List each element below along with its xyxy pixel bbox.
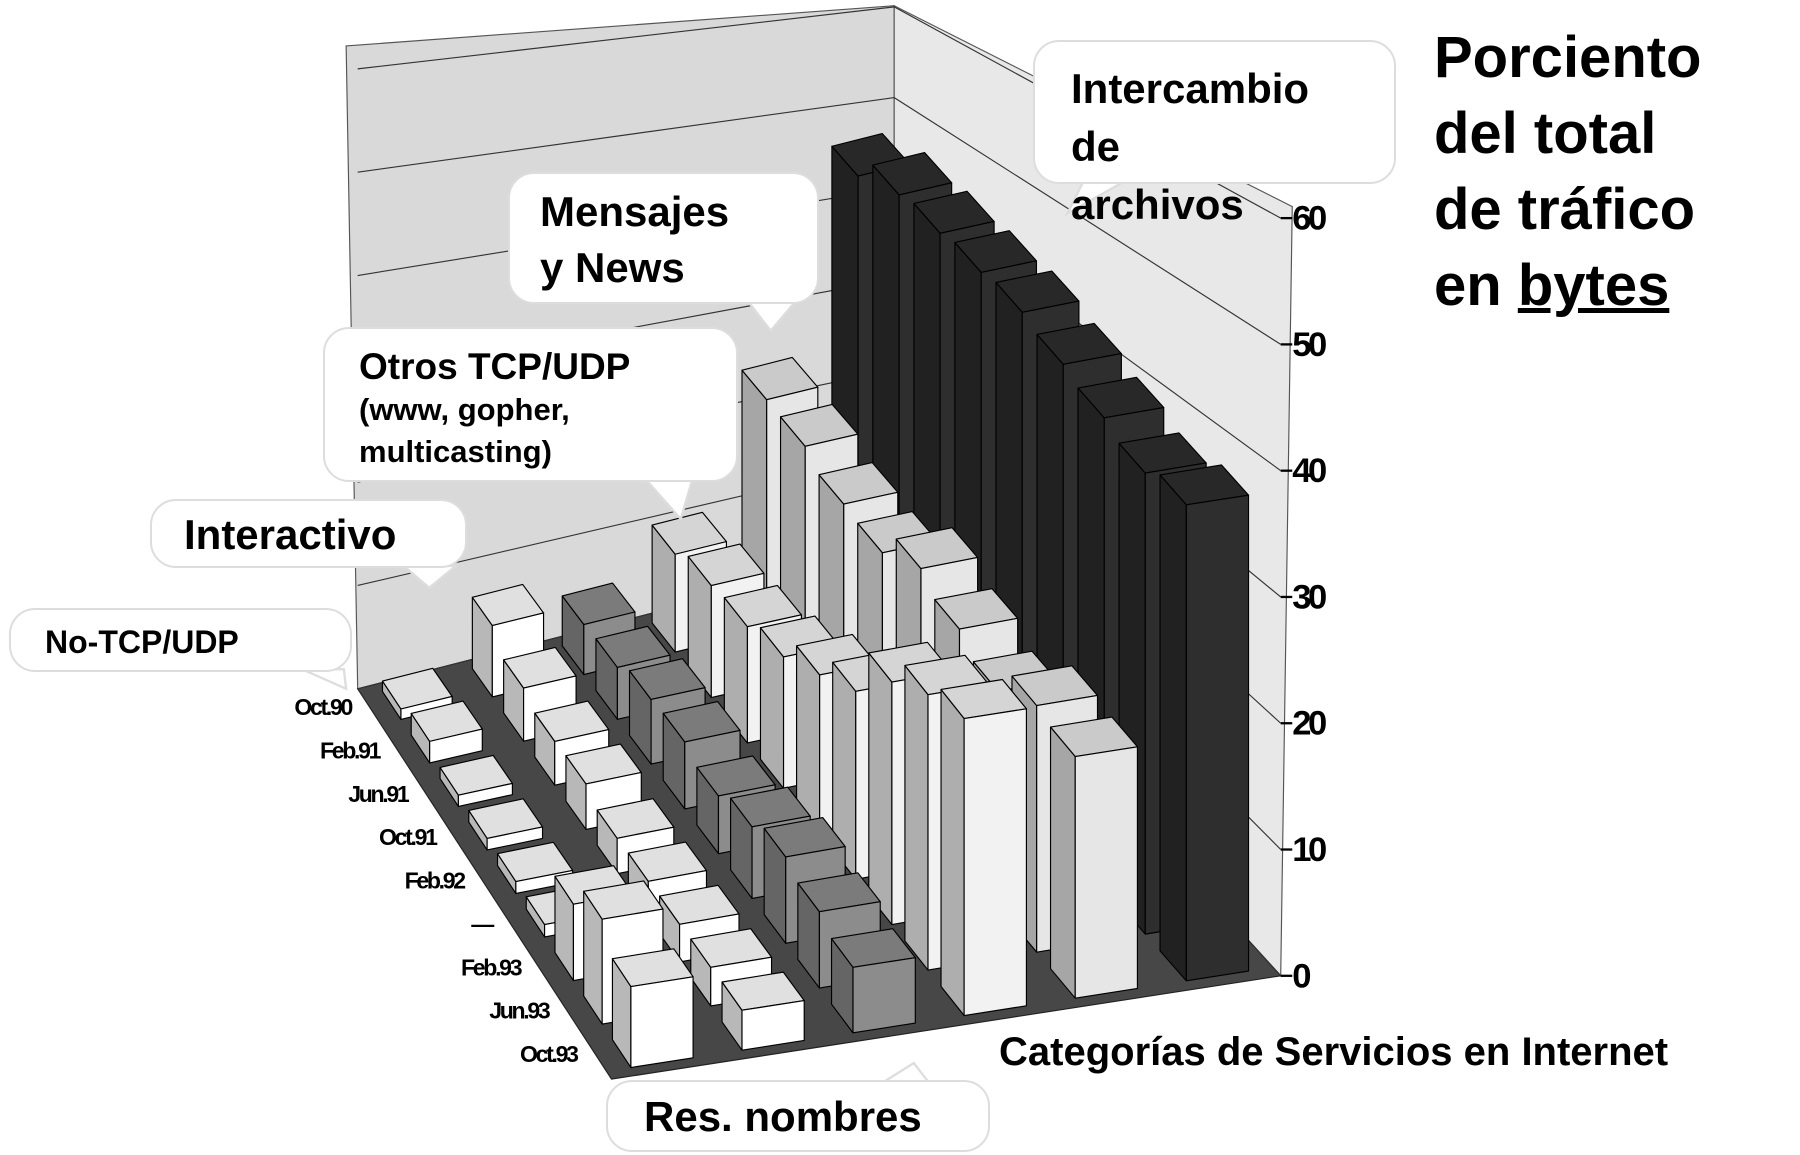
bar-side [868, 652, 893, 926]
y-tick-label: 50 [1292, 326, 1326, 364]
title-line: en bytes [1434, 248, 1702, 324]
bar [457, 782, 513, 808]
bar-side [904, 664, 929, 971]
x-tick-label: Jun.93 [489, 998, 550, 1024]
legend-entry: No-TCP/UDP [45, 624, 239, 660]
x-tick-label: Feb.93 [461, 954, 522, 980]
bar [429, 728, 483, 764]
title-word: bytes [1517, 253, 1670, 318]
callout: Res. nombres [606, 1080, 990, 1152]
bars [381, 132, 1250, 1069]
callout: Interactivo [150, 499, 467, 568]
bar [852, 957, 916, 1034]
bar-side [1159, 474, 1187, 982]
y-tick-label: 30 [1292, 579, 1326, 617]
title-word: en [1434, 253, 1502, 318]
x-tick-label: Feb.92 [405, 868, 466, 894]
callout: No-TCP/UDP [9, 608, 352, 672]
x-tick-label: Oct.93 [520, 1041, 578, 1067]
x-axis-title: Categorías de Servicios en Internet [999, 1030, 1669, 1074]
x-tick-label: Oct.91 [379, 824, 438, 850]
bar-side [940, 688, 965, 1017]
callout: Intercambio de archivos [1033, 40, 1396, 228]
title-line: del total [1434, 101, 1657, 166]
x-tick-label: Oct.90 [294, 694, 352, 720]
title-line: Porciento [1434, 25, 1702, 90]
bar [486, 826, 544, 851]
labels: 0 10 20 30 40 50 60 Oct.90 Feb.91 Jun.91 Oct.91 Feb… [294, 200, 1329, 1067]
bar [1185, 494, 1250, 982]
chart-title: Porciento del total de tráfico en bytes [1434, 20, 1702, 324]
y-tick-label: 20 [1292, 705, 1326, 743]
tail [301, 668, 348, 691]
callout: Otros TCP/UDP (www, gopher, multicasting) [323, 327, 738, 482]
y-tick-label: 10 [1292, 831, 1326, 869]
grid-line [357, 96, 1282, 345]
bar [1074, 746, 1138, 999]
callout: Mensajes y News [508, 172, 819, 304]
bar [630, 976, 694, 1069]
legend-entry: Otros TCP/UDP [359, 346, 631, 387]
legend-entry: Mensajes y News [540, 188, 730, 291]
legend-entry: Interactivo [184, 511, 397, 558]
y-tick-label: 40 [1292, 452, 1326, 490]
bar [963, 708, 1027, 1017]
bar-side [1049, 726, 1076, 999]
legend-entry: Intercambio de archivos [1071, 65, 1310, 228]
legend-entry: Res. nombres [644, 1093, 922, 1140]
y-tick-label: 60 [1292, 200, 1326, 238]
title-line: de tráfico [1434, 177, 1696, 242]
y-tick-label: 0 [1292, 957, 1310, 995]
plot: 0 10 20 30 40 50 60 Oct.90 Feb.91 Jun.91 Oct.91 Feb… [294, 4, 1330, 1084]
x-tick-label: — [471, 911, 494, 937]
bar [741, 1000, 805, 1051]
annotation: (www, gopher, multicasting) [359, 392, 570, 469]
x-tick-label: Jun.91 [348, 781, 410, 807]
x-tick-label: Feb.91 [320, 737, 382, 763]
